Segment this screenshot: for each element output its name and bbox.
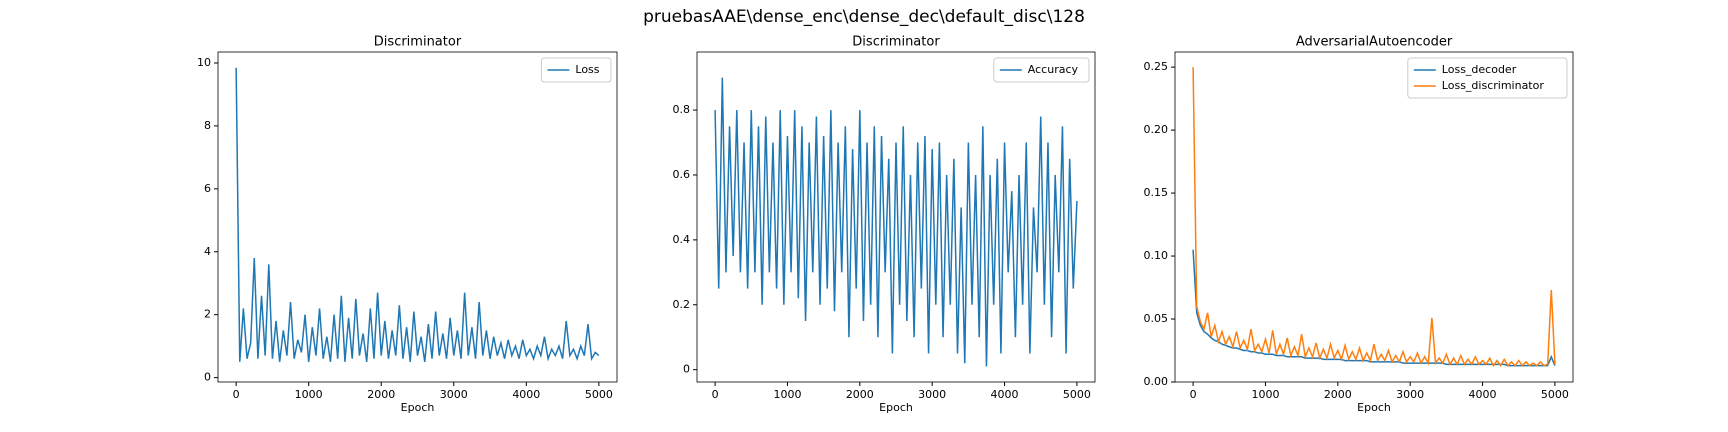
legend-label: Accuracy: [1028, 63, 1079, 76]
axes-title: Discriminator: [374, 35, 462, 50]
y-tick-label: 10: [197, 56, 211, 69]
axes-frame: [696, 51, 1096, 383]
y-tick-label: 0: [683, 363, 690, 376]
x-axis-label: Epoch: [401, 401, 435, 414]
data-line: [714, 77, 1078, 367]
figure-title: pruebasAAE\dense_enc\dense_dec\default_d…: [643, 7, 1085, 27]
y-tick-label: 0.00: [1144, 375, 1169, 388]
x-tick-label: 0: [233, 388, 240, 401]
legend-label: Loss_discriminator: [1442, 79, 1545, 92]
y-tick-label: 0.05: [1144, 312, 1169, 325]
y-tick-label: 0.25: [1144, 60, 1169, 73]
y-tick-label: 0.10: [1144, 249, 1169, 262]
y-tick-label: 0: [204, 371, 211, 384]
axes-title: AdversarialAutoencoder: [1296, 35, 1453, 50]
x-tick-label: 5000: [1541, 388, 1569, 401]
x-tick-label: 1000: [295, 388, 323, 401]
x-tick-label: 4000: [991, 388, 1019, 401]
y-tick-label: 0.6: [673, 168, 691, 181]
y-tick-label: 0.15: [1144, 186, 1169, 199]
legend-label: Loss: [575, 63, 599, 76]
x-tick-label: 2000: [846, 388, 874, 401]
x-axis-label: Epoch: [879, 401, 913, 414]
x-tick-label: 0: [712, 388, 719, 401]
x-tick-label: 3000: [918, 388, 946, 401]
y-tick-label: 4: [204, 245, 211, 258]
x-tick-label: 3000: [1396, 388, 1424, 401]
x-tick-label: 1000: [1251, 388, 1279, 401]
y-tick-label: 0.2: [673, 298, 691, 311]
x-tick-label: 4000: [1469, 388, 1497, 401]
legend-box: [993, 57, 1090, 83]
legend-label: Loss_decoder: [1442, 63, 1517, 76]
x-tick-label: 5000: [585, 388, 613, 401]
x-tick-label: 1000: [773, 388, 801, 401]
y-tick-label: 0.20: [1144, 123, 1169, 136]
y-tick-label: 8: [204, 119, 211, 132]
x-tick-label: 3000: [440, 388, 468, 401]
x-tick-label: 2000: [1324, 388, 1352, 401]
axes-frame: [217, 51, 618, 383]
legend-box: [540, 57, 612, 83]
y-tick-label: 0.8: [673, 103, 691, 116]
y-tick-label: 0.4: [673, 233, 691, 246]
x-tick-label: 0: [1190, 388, 1197, 401]
y-tick-label: 6: [204, 182, 211, 195]
x-tick-label: 5000: [1063, 388, 1091, 401]
data-line: [1192, 67, 1556, 368]
x-axis-label: Epoch: [1357, 401, 1391, 414]
x-tick-label: 4000: [512, 388, 540, 401]
y-tick-label: 2: [204, 308, 211, 321]
axes-title: Discriminator: [852, 35, 940, 50]
legend-box: [1407, 57, 1568, 99]
data-line: [235, 67, 600, 362]
x-tick-label: 2000: [367, 388, 395, 401]
axes-frame: [1174, 51, 1574, 383]
